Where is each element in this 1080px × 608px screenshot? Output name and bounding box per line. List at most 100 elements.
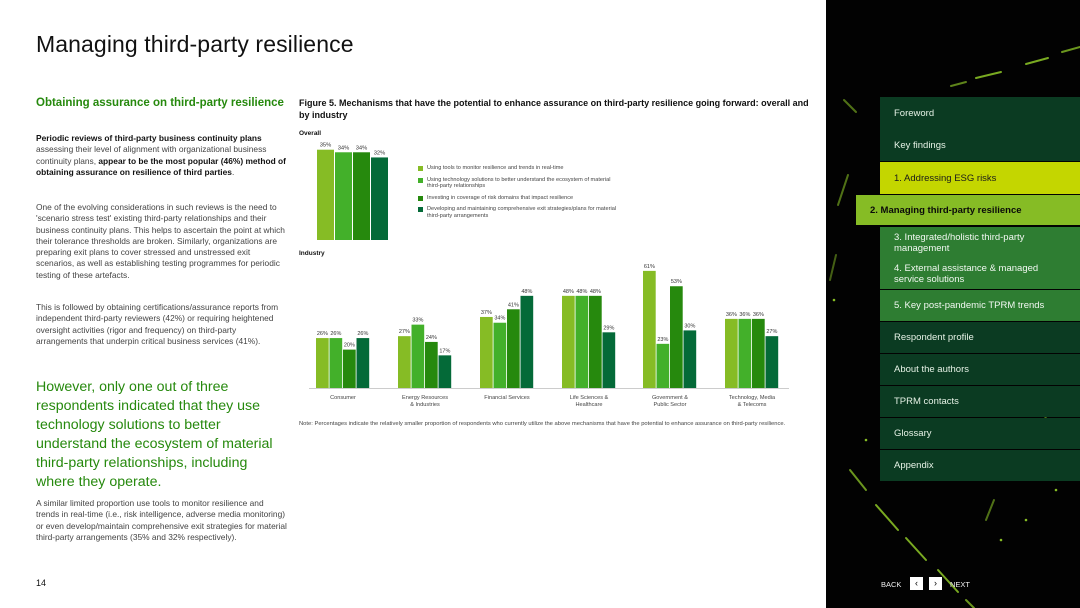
legend-swatch (418, 207, 423, 213)
industry-data-label: 36% (739, 312, 750, 318)
industry-data-label: 23% (657, 337, 668, 343)
industry-bar (438, 355, 452, 388)
industry-category-label: Consumer (330, 395, 356, 401)
industry-data-label: 36% (726, 312, 737, 318)
overall-chart-label: Overall (299, 130, 322, 137)
nav-addressing-esg-risks[interactable]: 1. Addressing ESG risks (880, 162, 1080, 194)
legend-item: Using technology solutions to better und… (418, 177, 623, 190)
nav-managing-third-party-resilience[interactable]: 2. Managing third-party resilience (856, 195, 1080, 225)
page-title: Managing third-party resilience (36, 31, 354, 57)
industry-bar (656, 343, 670, 388)
next-label[interactable]: NEXT (950, 580, 971, 589)
industry-category-label: Public Sector (654, 402, 687, 408)
industry-data-label: 26% (330, 331, 341, 337)
industry-category-label: Healthcare (575, 402, 602, 408)
overall-data-label: 35% (320, 143, 332, 149)
paragraph-stress-test: One of the evolving considerations in su… (36, 202, 285, 280)
industry-data-label: 48% (563, 289, 574, 295)
industry-bar (316, 338, 329, 388)
industry-data-label: 48% (590, 289, 601, 295)
industry-bar (398, 336, 411, 388)
industry-data-label: 48% (576, 289, 587, 295)
industry-category-label: Life Sciences & (570, 395, 609, 401)
page-number: 14 (36, 578, 47, 588)
para1-end: . (231, 166, 235, 177)
industry-data-label: 41% (508, 302, 519, 308)
industry-bar (725, 318, 738, 388)
sidebar-navigation: Foreword Key findings 1. Addressing ESG … (826, 0, 1080, 608)
industry-bar (411, 324, 425, 388)
industry-bar (738, 318, 752, 388)
back-arrow-icon[interactable]: ‹ (910, 577, 923, 590)
industry-data-label: 26% (357, 331, 368, 337)
legend-swatch (418, 166, 423, 171)
industry-bar (480, 316, 493, 388)
industry-data-label: 27% (766, 329, 777, 335)
nav-integrated-holistic[interactable]: 3. Integrated/holistic third-party manag… (880, 227, 1080, 258)
legend-swatch (418, 177, 423, 183)
pull-quote: However, only one out of three responden… (36, 379, 273, 490)
overall-bar (335, 152, 352, 240)
next-arrow-icon[interactable]: › (929, 577, 942, 590)
overall-data-label: 32% (374, 150, 386, 156)
overall-bar (317, 149, 334, 240)
industry-category-label: Energy Resources (402, 395, 448, 401)
industry-bar (329, 338, 343, 388)
paragraph-periodic-reviews: Periodic reviews of third-party business… (36, 133, 288, 178)
legend-item: Developing and maintaining comprehensive… (418, 206, 623, 219)
industry-bar (562, 295, 575, 388)
nav-appendix[interactable]: Appendix (880, 450, 1080, 481)
industry-bar (520, 295, 534, 388)
industry-category-label: Financial Services (484, 395, 530, 401)
industry-data-label: 34% (494, 316, 505, 322)
nav-external-assistance[interactable]: 4. External assistance & managed service… (880, 258, 1080, 289)
industry-category-label: & Telecoms (738, 402, 767, 408)
overall-bar (371, 157, 388, 240)
industry-bar (356, 338, 370, 388)
industry-bar (683, 330, 697, 388)
industry-category-label: Technology, Media (729, 395, 776, 401)
overall-data-label: 34% (338, 145, 350, 151)
industry-data-label: 61% (644, 264, 655, 270)
nav-about-authors[interactable]: About the authors (880, 354, 1080, 385)
legend-label: Using technology solutions to better und… (427, 176, 611, 190)
industry-bar (765, 336, 779, 388)
para1-bold-lead: Periodic reviews of third-party business… (36, 133, 262, 143)
nav-tprm-contacts[interactable]: TPRM contacts (880, 386, 1080, 417)
legend-swatch (418, 195, 423, 201)
industry-data-label: 24% (426, 335, 437, 341)
industry-data-label: 26% (317, 331, 328, 337)
nav-post-pandemic-trends[interactable]: 5. Key post-pandemic TPRM trends (880, 290, 1080, 321)
industry-category-label: & Industries (410, 402, 440, 408)
chart-legend: Using tools to monitor resilience and tr… (418, 165, 623, 225)
industry-data-label: 20% (344, 343, 355, 349)
nav-respondent-profile[interactable]: Respondent profile (880, 322, 1080, 353)
industry-bar (343, 349, 356, 388)
paragraph-limited-proportion: A similar limited proportion use tools t… (36, 498, 287, 542)
legend-label: Investing in coverage of risk domains th… (427, 194, 574, 201)
industry-bar (670, 286, 683, 388)
overall-bar-chart: 35% 34% 34% 32% (317, 143, 388, 240)
back-label[interactable]: BACK (881, 580, 902, 589)
figure-note: Note: Percentages indicate the relativel… (299, 421, 786, 427)
industry-data-label: 53% (671, 279, 682, 285)
industry-bar (752, 318, 765, 388)
overall-bar (353, 152, 370, 240)
industry-chart-label: Industry (299, 250, 325, 257)
legend-item: Investing in coverage of risk domains th… (418, 195, 623, 202)
industry-bar (602, 332, 616, 388)
nav-glossary[interactable]: Glossary (880, 418, 1080, 449)
industry-bar (589, 295, 602, 388)
legend-item: Using tools to monitor resilience and tr… (418, 165, 623, 172)
industry-data-label: 27% (399, 329, 410, 335)
para1-text: assessing their level of alignment with … (36, 144, 267, 166)
section-subheading: Obtaining assurance on third-party resil… (36, 97, 284, 109)
paragraph-certifications: This is followed by obtaining certificat… (36, 302, 279, 346)
industry-bar (425, 341, 438, 388)
industry-data-label: 30% (684, 323, 695, 329)
nav-key-findings[interactable]: Key findings (880, 129, 1080, 161)
industry-data-label: 37% (481, 310, 492, 316)
legend-label: Developing and maintaining comprehensive… (427, 206, 617, 219)
industry-bar (575, 295, 589, 388)
nav-foreword[interactable]: Foreword (880, 97, 1080, 129)
